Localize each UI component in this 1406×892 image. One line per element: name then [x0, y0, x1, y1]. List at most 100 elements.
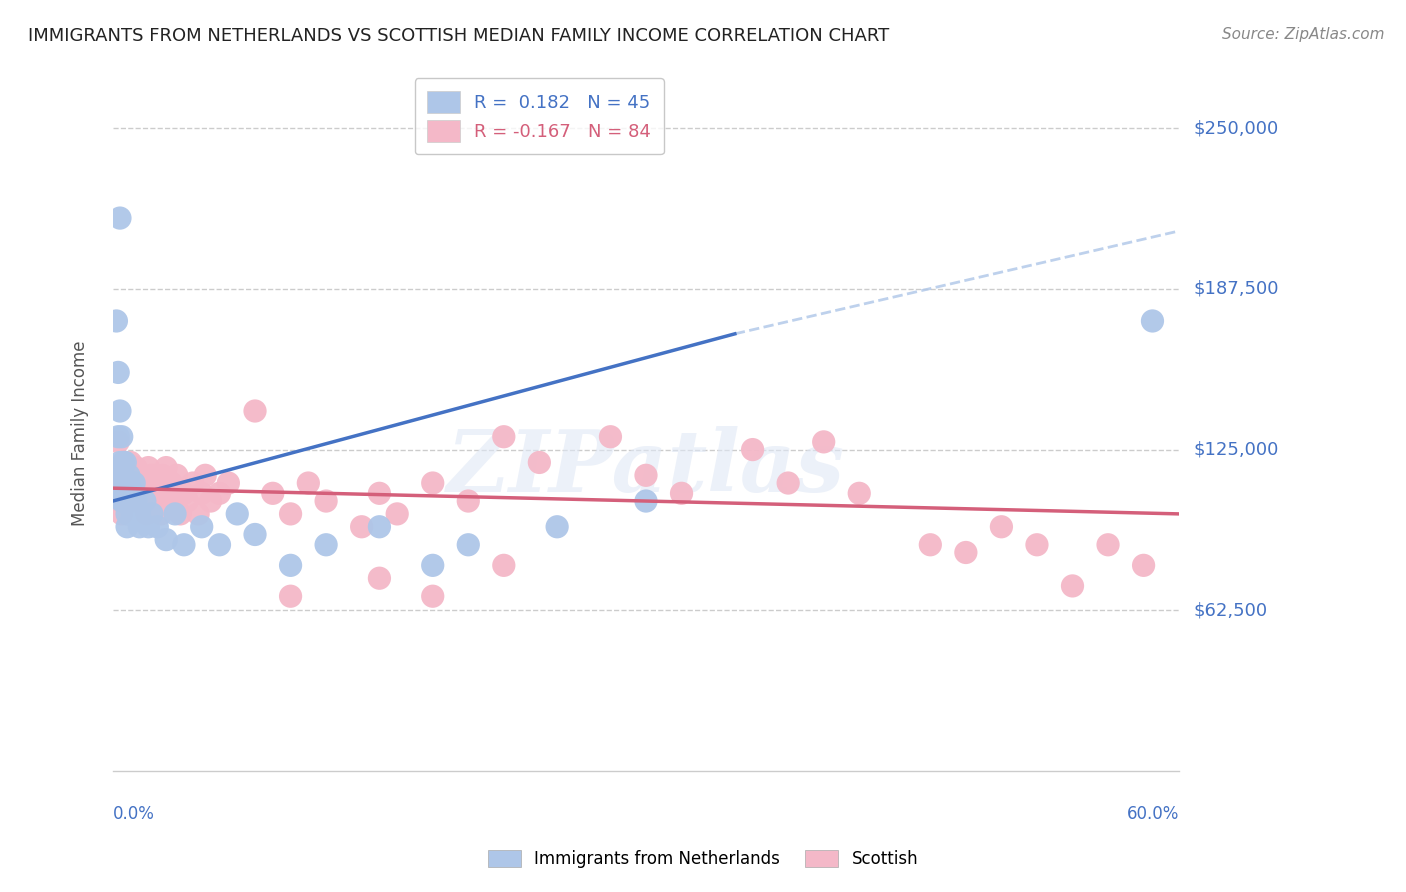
Point: [200, 494, 222, 508]
Point: [315, 538, 337, 552]
Point: [108, 468, 131, 483]
Point: [120, 494, 142, 508]
Point: [173, 486, 195, 500]
Point: [114, 455, 136, 469]
Point: [297, 476, 319, 491]
Point: [107, 366, 129, 380]
Point: [107, 486, 129, 500]
Point: [368, 486, 391, 500]
Point: [112, 455, 135, 469]
Text: $125,000: $125,000: [1194, 441, 1278, 458]
Legend: Immigrants from Netherlands, Scottish: Immigrants from Netherlands, Scottish: [481, 843, 925, 875]
Point: [149, 507, 172, 521]
Point: [120, 455, 142, 469]
Point: [368, 571, 391, 585]
Point: [111, 481, 134, 495]
Point: [118, 494, 141, 508]
Point: [173, 538, 195, 552]
Point: [990, 520, 1012, 534]
Point: [122, 476, 145, 491]
Text: Source: ZipAtlas.com: Source: ZipAtlas.com: [1222, 27, 1385, 42]
Y-axis label: Median Family Income: Median Family Income: [72, 341, 89, 526]
Point: [226, 507, 249, 521]
Point: [634, 494, 657, 508]
Point: [243, 527, 266, 541]
Point: [741, 442, 763, 457]
Point: [350, 520, 373, 534]
Point: [546, 520, 568, 534]
Point: [194, 468, 217, 483]
Point: [125, 494, 148, 508]
Point: [141, 468, 163, 483]
Point: [128, 520, 150, 534]
Point: [127, 486, 149, 500]
Point: [146, 520, 169, 534]
Point: [280, 589, 302, 603]
Point: [165, 486, 187, 500]
Point: [176, 494, 198, 508]
Point: [115, 520, 138, 534]
Point: [920, 538, 942, 552]
Point: [1097, 538, 1119, 552]
Point: [134, 494, 156, 508]
Point: [114, 476, 136, 491]
Point: [155, 460, 177, 475]
Text: $187,500: $187,500: [1194, 280, 1278, 298]
Point: [634, 468, 657, 483]
Point: [142, 494, 165, 508]
Point: [114, 455, 136, 469]
Point: [146, 476, 169, 491]
Point: [148, 486, 170, 500]
Point: [128, 507, 150, 521]
Point: [243, 404, 266, 418]
Point: [529, 455, 551, 469]
Point: [1132, 558, 1154, 573]
Point: [1026, 538, 1049, 552]
Point: [671, 486, 693, 500]
Text: IMMIGRANTS FROM NETHERLANDS VS SCOTTISH MEDIAN FAMILY INCOME CORRELATION CHART: IMMIGRANTS FROM NETHERLANDS VS SCOTTISH …: [28, 27, 890, 45]
Point: [115, 486, 138, 500]
Point: [457, 494, 479, 508]
Point: [152, 468, 174, 483]
Point: [108, 455, 131, 469]
Point: [492, 430, 515, 444]
Point: [599, 430, 621, 444]
Legend: R =  0.182   N = 45, R = -0.167   N = 84: R = 0.182 N = 45, R = -0.167 N = 84: [415, 78, 664, 154]
Point: [108, 211, 131, 225]
Point: [121, 507, 143, 521]
Point: [190, 520, 212, 534]
Point: [121, 486, 143, 500]
Point: [129, 494, 152, 508]
Point: [385, 507, 408, 521]
Point: [138, 520, 160, 534]
Point: [107, 430, 129, 444]
Point: [166, 468, 188, 483]
Point: [280, 507, 302, 521]
Point: [492, 558, 515, 573]
Point: [112, 468, 135, 483]
Point: [160, 476, 183, 491]
Point: [114, 494, 136, 508]
Point: [128, 476, 150, 491]
Point: [955, 545, 977, 559]
Point: [135, 507, 157, 521]
Point: [139, 486, 162, 500]
Point: [159, 494, 181, 508]
Text: 60.0%: 60.0%: [1126, 805, 1180, 823]
Point: [112, 486, 135, 500]
Point: [368, 520, 391, 534]
Point: [107, 434, 129, 449]
Point: [120, 481, 142, 495]
Point: [111, 494, 134, 508]
Point: [138, 460, 160, 475]
Point: [155, 533, 177, 547]
Point: [111, 481, 134, 495]
Point: [848, 486, 870, 500]
Point: [262, 486, 284, 500]
Point: [181, 476, 204, 491]
Point: [132, 468, 155, 483]
Point: [422, 476, 444, 491]
Text: ZIPatlas: ZIPatlas: [447, 425, 845, 509]
Point: [1062, 579, 1084, 593]
Point: [114, 481, 136, 495]
